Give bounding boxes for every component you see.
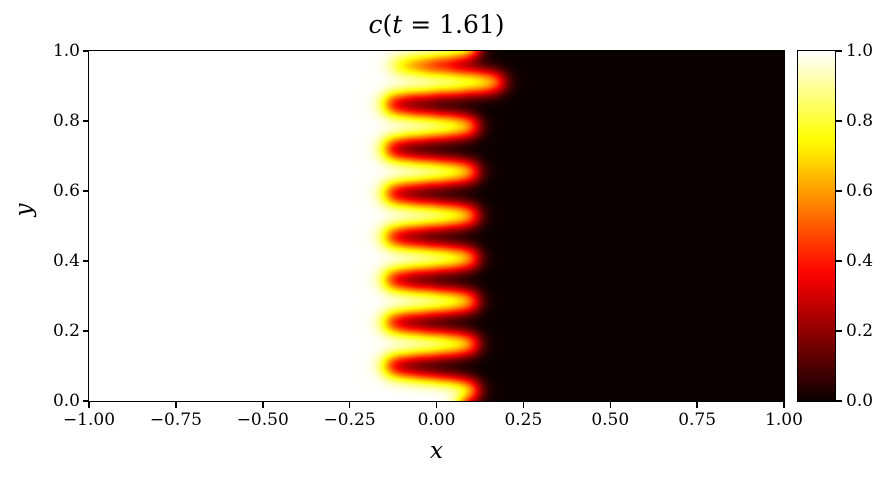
colorbar-tick-mark <box>836 400 842 402</box>
colorbar-tick-mark <box>836 260 842 262</box>
heatmap-axes <box>88 50 785 402</box>
colorbar-tick-label: 0.8 <box>846 111 874 131</box>
y-tick-mark <box>82 120 88 122</box>
x-tick-label: 0.25 <box>504 410 543 430</box>
x-tick-label: 1.00 <box>765 410 803 430</box>
colorbar-tick-label: 0.2 <box>846 321 874 341</box>
x-tick-mark <box>783 402 785 408</box>
title-var-t: t <box>392 10 403 39</box>
x-tick-label: −0.75 <box>149 410 202 430</box>
colorbar-tick-label: 0.4 <box>846 251 874 271</box>
x-tick-mark <box>175 402 177 408</box>
colorbar-tick-label: 0.0 <box>846 391 874 411</box>
y-tick-mark <box>82 260 88 262</box>
x-tick-mark <box>88 402 90 408</box>
title-value: = 1.61) <box>402 10 505 39</box>
title-var-c: c <box>368 10 383 39</box>
heatmap-image <box>89 51 784 401</box>
colorbar-tick-mark <box>836 120 842 122</box>
colorbar <box>797 50 836 402</box>
title-open-paren: ( <box>382 10 393 39</box>
x-tick-mark <box>348 402 351 408</box>
y-tick-label: 0.4 <box>52 251 80 271</box>
y-tick-mark <box>82 330 88 332</box>
y-tick-mark <box>82 400 88 402</box>
colorbar-tick-mark <box>836 50 842 52</box>
y-tick-label: 0.2 <box>52 321 80 341</box>
x-tick-label: 0.00 <box>417 410 456 430</box>
y-tick-mark <box>82 50 88 52</box>
x-tick-mark <box>522 402 525 408</box>
x-tick-label: 0.75 <box>678 410 717 430</box>
x-tick-label: −0.50 <box>236 410 289 430</box>
x-tick-mark <box>435 402 438 408</box>
x-tick-mark <box>262 402 264 408</box>
x-tick-label: 0.50 <box>591 410 630 430</box>
y-tick-label: 0.6 <box>52 181 80 201</box>
colorbar-tick-mark <box>836 190 842 192</box>
x-axis-label: x <box>430 438 443 464</box>
plot-title: c(t = 1.61) <box>89 8 784 42</box>
x-tick-mark <box>609 402 611 408</box>
colorbar-tick-label: 0.6 <box>846 181 874 201</box>
y-tick-label: 0.8 <box>52 111 80 131</box>
x-tick-mark <box>696 402 698 408</box>
colorbar-tick-mark <box>836 330 842 332</box>
y-tick-label: 1.0 <box>52 41 80 61</box>
x-tick-label: −1.00 <box>62 410 116 430</box>
x-tick-label: −0.25 <box>323 410 376 430</box>
colorbar-tick-label: 1.0 <box>846 41 874 61</box>
y-tick-label: 0.0 <box>52 391 80 411</box>
y-tick-mark <box>82 190 88 192</box>
